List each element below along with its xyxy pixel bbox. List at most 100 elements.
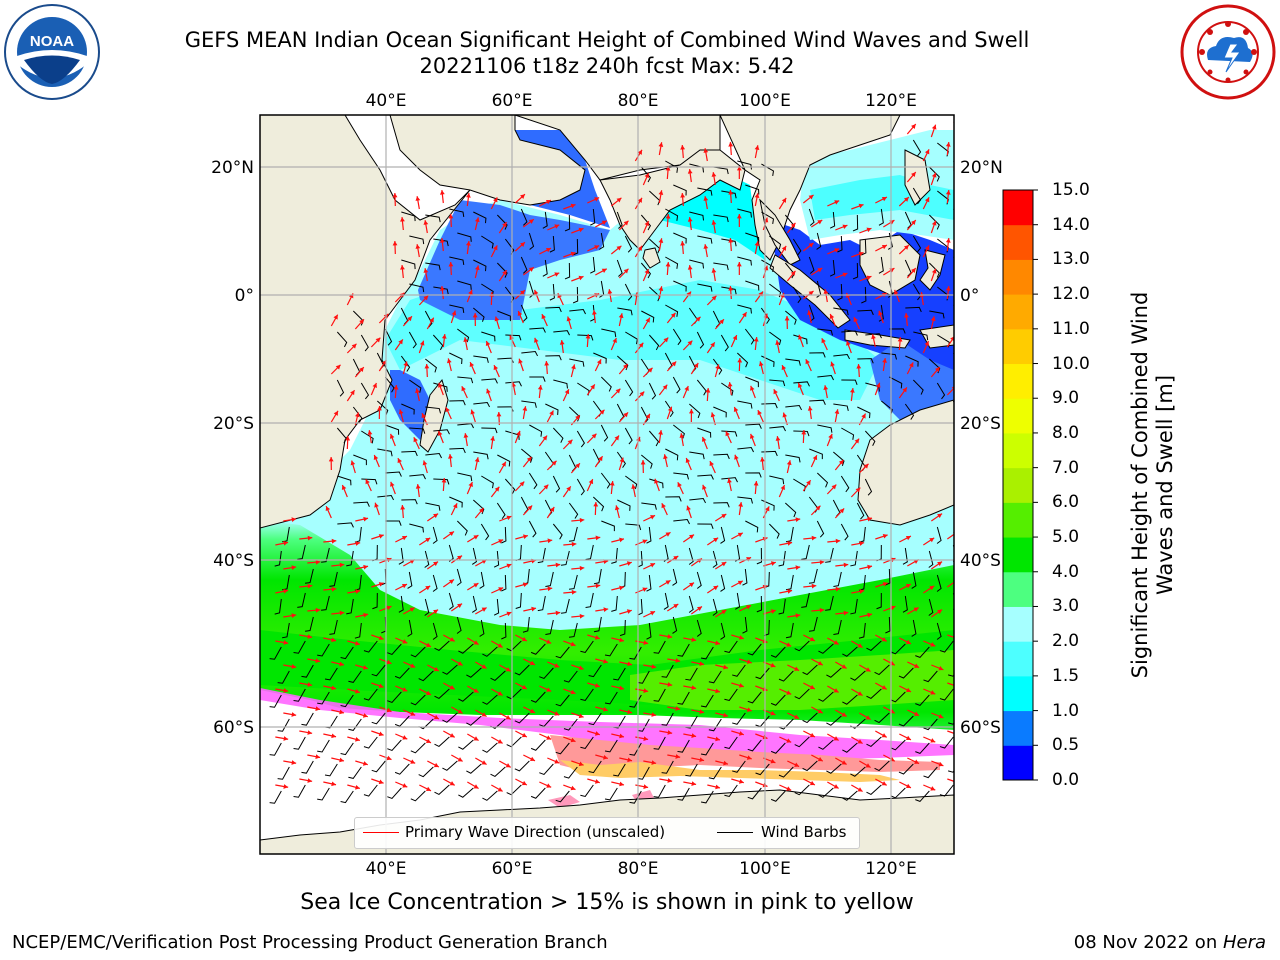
wave-arrow-head <box>817 708 823 714</box>
wind-barb <box>747 739 762 752</box>
wave-arrow-head <box>689 582 695 588</box>
wind-barb <box>617 499 631 511</box>
wave-arrow-head <box>421 413 427 419</box>
wind-barb <box>708 718 722 732</box>
wave-arrow-head <box>750 385 755 391</box>
wind-barb <box>553 379 568 389</box>
wave-arrow-head <box>497 643 503 648</box>
wave-arrow-head <box>760 457 765 462</box>
wind-barb <box>624 379 634 397</box>
wind-barb <box>745 232 760 243</box>
wave-arrow-head <box>703 244 709 249</box>
wave-arrow-head <box>614 505 620 511</box>
wind-barb <box>761 403 778 409</box>
wind-barb <box>840 475 850 493</box>
wave-arrow-head <box>398 339 403 345</box>
wind-barb <box>568 502 579 519</box>
wave-arrow-head <box>808 242 814 248</box>
wave-arrow-head <box>723 760 728 766</box>
wind-barb <box>394 715 410 727</box>
wave-arrow-head <box>451 310 457 316</box>
wave-arrow-head <box>711 268 717 273</box>
wind-barb <box>617 307 633 316</box>
wind-barb <box>277 670 290 684</box>
wave-arrow-head <box>423 295 429 301</box>
wave-arrow-head <box>699 757 705 763</box>
wave-arrow-head <box>554 663 560 668</box>
wave-arrow-head <box>955 636 960 641</box>
wave-arrow-head <box>930 316 936 322</box>
wind-barb <box>898 763 914 775</box>
wind-barb <box>948 673 954 677</box>
wave-arrow-head <box>882 582 888 587</box>
wind-barb <box>646 574 652 592</box>
wave-arrow-head <box>386 707 392 713</box>
wind-barb <box>346 598 354 615</box>
wind-barb <box>697 427 712 438</box>
wind-barb <box>840 523 849 541</box>
wave-arrow-head <box>570 785 576 791</box>
colorbar-tick-label: 9.0 <box>1052 388 1080 409</box>
colorbar-frame <box>1002 189 1034 781</box>
wave-arrow-head <box>466 241 471 246</box>
wind-barb <box>688 547 694 565</box>
wave-arrow-head <box>588 479 594 485</box>
colorbar-segment <box>1003 224 1033 260</box>
wave-arrow-head <box>521 780 527 786</box>
wave-arrow-head <box>865 763 871 768</box>
axis-labels: 40°E 60°E 80°E 100°E 120°E 40°E 60°E 80°… <box>211 91 1003 879</box>
wave-arrow-head <box>809 780 815 786</box>
wind-barb <box>458 787 474 798</box>
wind-barb <box>874 712 890 724</box>
wave-arrow-head <box>665 262 671 267</box>
wave-arrow-head <box>463 433 469 438</box>
wave-arrow-head <box>439 286 445 291</box>
wave-direction-swatch <box>363 832 399 833</box>
wind-barb <box>864 478 873 496</box>
wind-barb <box>700 790 714 804</box>
wind-barb <box>898 715 914 727</box>
wave-arrow-head <box>367 430 373 435</box>
wind-barb <box>457 376 474 384</box>
wave-arrow-head <box>853 317 858 323</box>
wind-barb <box>778 550 786 567</box>
wind-barb <box>737 496 753 504</box>
wave-arrow-head <box>457 555 463 561</box>
wave-arrow-head <box>715 688 721 694</box>
wind-barb <box>529 327 546 333</box>
wave-arrow-head <box>738 635 744 640</box>
wave-arrow-head <box>937 561 943 567</box>
wave-arrow-head <box>497 739 503 744</box>
wind-barb <box>432 334 444 351</box>
wave-arrow-head <box>559 340 565 345</box>
wind-barb <box>501 574 507 592</box>
colorbar-tick-label: 1.0 <box>1052 700 1080 721</box>
wave-arrow-head <box>402 639 408 644</box>
wave-arrow-head <box>315 754 321 759</box>
wave-arrow-head <box>375 337 381 343</box>
wind-barb <box>837 283 843 301</box>
wind-barb <box>747 691 762 704</box>
lat-label-left: 0° <box>235 286 254 306</box>
wind-barb <box>745 520 759 533</box>
wave-arrow-head <box>392 193 398 198</box>
wave-arrow-head <box>554 711 560 716</box>
wind-barb <box>948 721 954 725</box>
wave-arrow-head <box>551 460 557 466</box>
wind-barb <box>572 238 579 256</box>
wave-arrow-head <box>497 787 503 792</box>
wave-arrow-head <box>680 193 686 198</box>
wave-arrow-head <box>721 610 727 615</box>
wave-arrow-head <box>905 583 911 589</box>
wave-arrow-head <box>425 738 431 743</box>
wave-arrow-head <box>498 587 504 592</box>
wind-barb <box>425 406 442 414</box>
wave-arrow-head <box>596 359 602 365</box>
wave-direction-arrow <box>946 581 954 588</box>
wind-barb <box>425 262 441 271</box>
wind-barb <box>904 403 915 420</box>
wind-barb <box>885 616 891 634</box>
wind-barb <box>293 736 306 750</box>
wind-barb <box>409 427 426 434</box>
wave-arrow-head <box>817 267 823 273</box>
